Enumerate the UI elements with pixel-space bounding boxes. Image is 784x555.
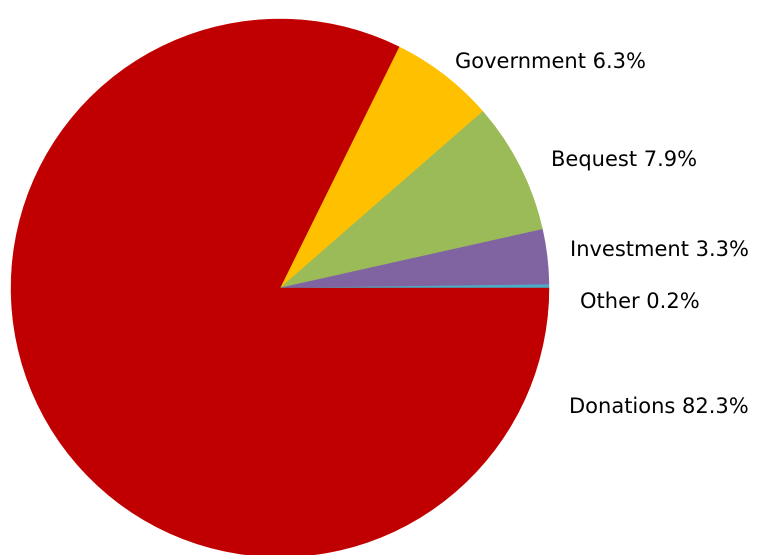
pie-slices: [10, 18, 550, 555]
data-label-investment: Investment 3.3%: [570, 237, 749, 261]
pie-slice-donations: [10, 18, 550, 555]
data-label-other: Other 0.2%: [580, 289, 700, 313]
data-label-government: Government 6.3%: [455, 49, 646, 73]
pie-labels: Government 6.3% Bequest 7.9% Investment 3.…: [455, 49, 749, 418]
data-label-bequest: Bequest 7.9%: [551, 147, 697, 171]
data-label-donations: Donations 82.3%: [569, 394, 749, 418]
